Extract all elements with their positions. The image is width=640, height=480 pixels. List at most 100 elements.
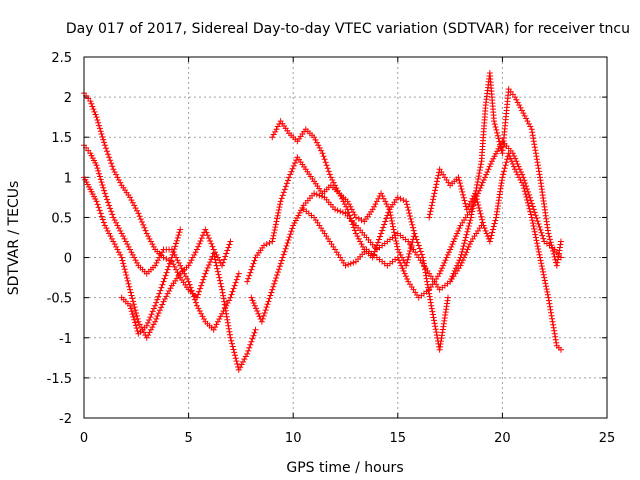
data-point <box>92 111 99 118</box>
data-point <box>209 243 216 250</box>
series-sat-track-b <box>81 142 242 333</box>
data-point <box>224 319 231 326</box>
data-point <box>431 190 438 197</box>
data-point <box>189 290 196 297</box>
data-point <box>456 257 463 264</box>
data-point <box>164 290 171 297</box>
data-point <box>113 219 120 226</box>
data-point <box>534 162 541 169</box>
data-point <box>177 262 184 269</box>
data-point <box>283 180 290 187</box>
data-point <box>158 284 165 291</box>
data-point <box>102 193 109 200</box>
data-point <box>536 171 543 178</box>
data-point <box>198 235 205 242</box>
data-point <box>459 245 466 252</box>
data-point <box>212 324 219 331</box>
data-point <box>216 274 223 281</box>
data-point <box>428 205 435 212</box>
data-point <box>449 241 456 248</box>
data-point <box>140 329 147 336</box>
data-point <box>463 231 470 238</box>
data-point <box>432 323 439 330</box>
data-point <box>265 298 272 305</box>
data-point <box>226 331 233 338</box>
data-point <box>532 150 539 157</box>
data-point <box>452 265 459 272</box>
data-point <box>323 162 330 169</box>
data-point <box>156 254 163 261</box>
data-point <box>162 272 169 279</box>
data-point <box>167 285 174 292</box>
data-point <box>271 280 278 287</box>
data-point <box>145 233 152 240</box>
data-point <box>427 299 434 306</box>
data-point <box>141 224 148 231</box>
data-point <box>545 297 552 304</box>
data-point <box>513 96 520 103</box>
data-point <box>430 196 437 203</box>
data-point <box>282 183 289 190</box>
y-tick-label: 2 <box>64 91 72 106</box>
data-point <box>312 136 319 143</box>
y-tick-label: -2 <box>59 412 72 427</box>
data-points <box>81 70 564 373</box>
data-point <box>274 212 281 219</box>
data-point <box>146 329 153 336</box>
data-point <box>173 240 180 247</box>
x-tick-label: 15 <box>390 431 407 446</box>
data-point <box>156 307 163 314</box>
data-point <box>199 313 206 320</box>
data-point <box>533 153 540 160</box>
data-point <box>500 171 507 178</box>
data-point <box>333 185 340 192</box>
data-point <box>278 195 285 202</box>
data-point <box>104 227 111 234</box>
data-point <box>540 271 547 278</box>
data-point <box>447 246 454 253</box>
data-point <box>433 181 440 188</box>
data-point <box>111 217 118 224</box>
data-point <box>402 273 409 280</box>
data-point <box>221 305 228 312</box>
data-point <box>350 259 357 266</box>
data-point <box>495 135 502 142</box>
data-point <box>105 199 112 206</box>
data-point <box>523 115 530 122</box>
data-point <box>431 317 438 324</box>
data-point <box>140 221 147 228</box>
data-point <box>213 321 220 328</box>
data-point <box>529 129 536 136</box>
data-point <box>546 303 553 310</box>
data-point <box>129 311 136 318</box>
data-point <box>208 240 215 247</box>
data-point <box>192 299 199 306</box>
data-point <box>452 233 459 240</box>
data-point <box>197 285 204 292</box>
data-point <box>434 175 441 182</box>
data-point <box>476 207 483 214</box>
data-point <box>429 308 436 315</box>
data-point <box>275 266 282 273</box>
data-point <box>292 217 299 224</box>
data-point <box>285 237 292 244</box>
y-tick-label: -1.5 <box>47 372 72 387</box>
grid-lines <box>84 57 607 418</box>
data-point <box>124 277 131 284</box>
data-point <box>466 201 473 208</box>
data-point <box>385 209 392 216</box>
data-point <box>406 250 413 257</box>
data-point <box>100 184 107 191</box>
data-point <box>428 302 435 309</box>
data-point <box>245 275 252 282</box>
data-point <box>429 199 436 206</box>
data-point <box>276 263 283 270</box>
data-point <box>294 214 301 221</box>
data-point <box>94 116 101 123</box>
data-point <box>492 150 499 157</box>
data-point <box>128 308 135 315</box>
series-sat-track-i <box>426 150 564 353</box>
data-point <box>557 241 564 248</box>
data-point <box>111 168 118 175</box>
data-point <box>528 214 535 221</box>
